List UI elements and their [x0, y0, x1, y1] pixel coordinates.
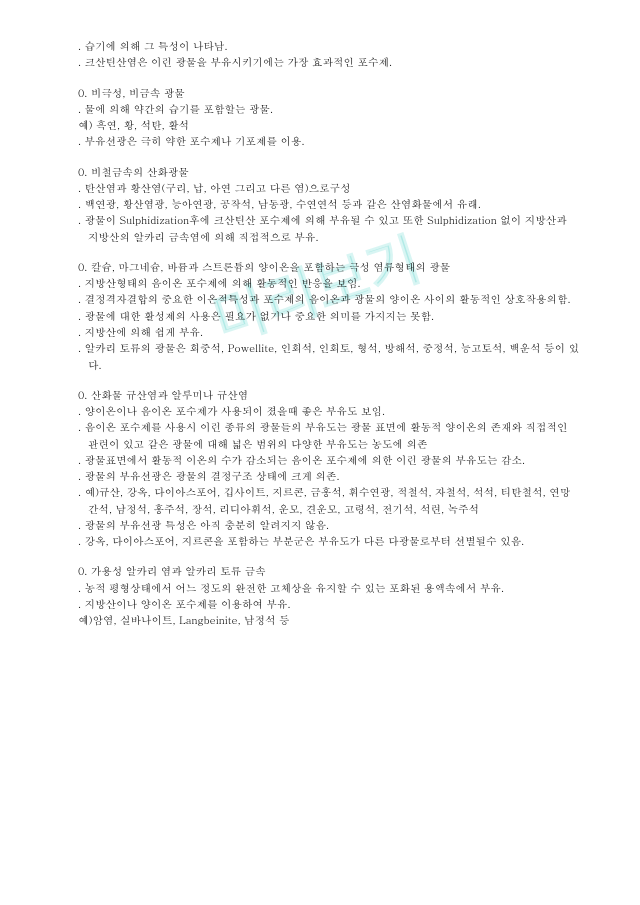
section-line: . 물에 의해 약간의 습기를 포함할는 광물.	[78, 101, 580, 117]
intro-line: . 습기에 의해 그 특성이 나타남.	[78, 38, 580, 54]
section-line: . 백연광, 황산염광, 능아연광, 공작석, 남동광, 수연연석 등과 같은 …	[78, 196, 580, 212]
section-line: . 광물의 부유선광은 광물의 결정구조 상태에 크게 의존.	[78, 468, 580, 484]
section-block: 0. 비극성, 비금속 광물 . 물에 의해 약간의 습기를 포함할는 광물. …	[78, 85, 580, 150]
section-line: . 농적 평형상태에서 어느 정도의 완전한 고체상을 유지할 수 있는 포화된…	[78, 580, 580, 596]
section-title: 0. 비극성, 비금속 광물	[78, 85, 580, 101]
section-title: 0. 비철금속의 산화광물	[78, 164, 580, 180]
section-title: 0. 산화물 규산염과 알루미나 규산염	[78, 387, 580, 403]
section-line: . 음이온 포수제를 사용시 이런 종류의 광물들의 부유도는 광물 표면에 활…	[78, 419, 580, 452]
section-line: . 광물표면에서 활동적 이온의 수가 감소되는 음이온 포수제에 의한 이런 …	[78, 452, 580, 468]
intro-line: . 크산틴산염은 이런 광물을 부유시키기에는 가장 효과적인 포수제.	[78, 54, 580, 70]
intro-block: . 습기에 의해 그 특성이 나타남. . 크산틴산염은 이런 광물을 부유시키…	[78, 38, 580, 71]
document-page: . 습기에 의해 그 특성이 나타남. . 크산틴산염은 이런 광물을 부유시키…	[0, 0, 640, 683]
section-title: 0. 가용성 알카리 염과 알카리 토류 금속	[78, 563, 580, 579]
section-line: . 결정격자결합의 중요한 이온적특성과 포수제의 음이온과 광물의 양이온 사…	[78, 291, 580, 307]
section-line: . 지방산에 의해 쉽게 부유.	[78, 324, 580, 340]
section-line: . 광물의 부유선광 특성은 아직 충분히 알려지지 않음.	[78, 517, 580, 533]
section-line: 예)암염, 실바나이트, Langbeinite, 남정석 등	[78, 612, 580, 628]
section-line: . 지방산이나 양이온 포수제를 이용하여 부유.	[78, 596, 580, 612]
section-line: . 예)규산, 강옥, 다이아스포어, 깁사이트, 지르콘, 금홍석, 휘수연광…	[78, 484, 580, 517]
section-line: . 광물에 대한 활성제의 사용은 필요가 없기나 중요한 의미를 가지지는 못…	[78, 308, 580, 324]
section-block: 0. 가용성 알카리 염과 알카리 토류 금속 . 농적 평형상태에서 어느 정…	[78, 563, 580, 628]
section-block: 0. 비철금속의 산화광물 . 탄산염과 황산염(구리, 납, 아연 그리고 다…	[78, 164, 580, 245]
section-block: 0. 칼슘, 마그네슘, 바륨과 스트론튬의 양이온을 포함하는 극성 염류형태…	[78, 259, 580, 373]
section-line: . 탄산염과 황산염(구리, 납, 아연 그리고 다른 염)으로구성	[78, 180, 580, 196]
section-title: 0. 칼슘, 마그네슘, 바륨과 스트론튬의 양이온을 포함하는 극성 염류형태…	[78, 259, 580, 275]
section-line: . 지방산형태의 음이온 포수제에 의해 활동적인 반응을 보임.	[78, 275, 580, 291]
section-line: . 양이온이나 음이온 포수제가 사용되이 졌을때 좋은 부유도 보임.	[78, 403, 580, 419]
section-line: . 부유선광은 극히 약한 포수제나 기포제를 이용.	[78, 133, 580, 149]
section-line: 예) 흑연, 황, 석탄, 활석	[78, 117, 580, 133]
section-line: . 알카리 토류의 광물은 회중석, Powellite, 인회석, 인회토, …	[78, 340, 580, 373]
section-block: 0. 산화물 규산염과 알루미나 규산염 . 양이온이나 음이온 포수제가 사용…	[78, 387, 580, 550]
section-line: . 광물이 Sulphidization후에 크산틴산 포수제에 의해 부유될 …	[78, 212, 580, 245]
section-line: . 강옥, 다이아스포어, 지르콘을 포함하는 부분군은 부유도가 다른 다광물…	[78, 533, 580, 549]
